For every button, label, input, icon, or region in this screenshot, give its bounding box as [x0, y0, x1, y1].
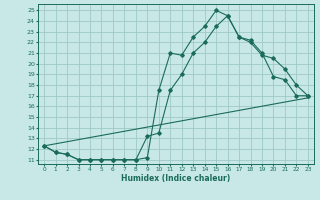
- X-axis label: Humidex (Indice chaleur): Humidex (Indice chaleur): [121, 174, 231, 183]
